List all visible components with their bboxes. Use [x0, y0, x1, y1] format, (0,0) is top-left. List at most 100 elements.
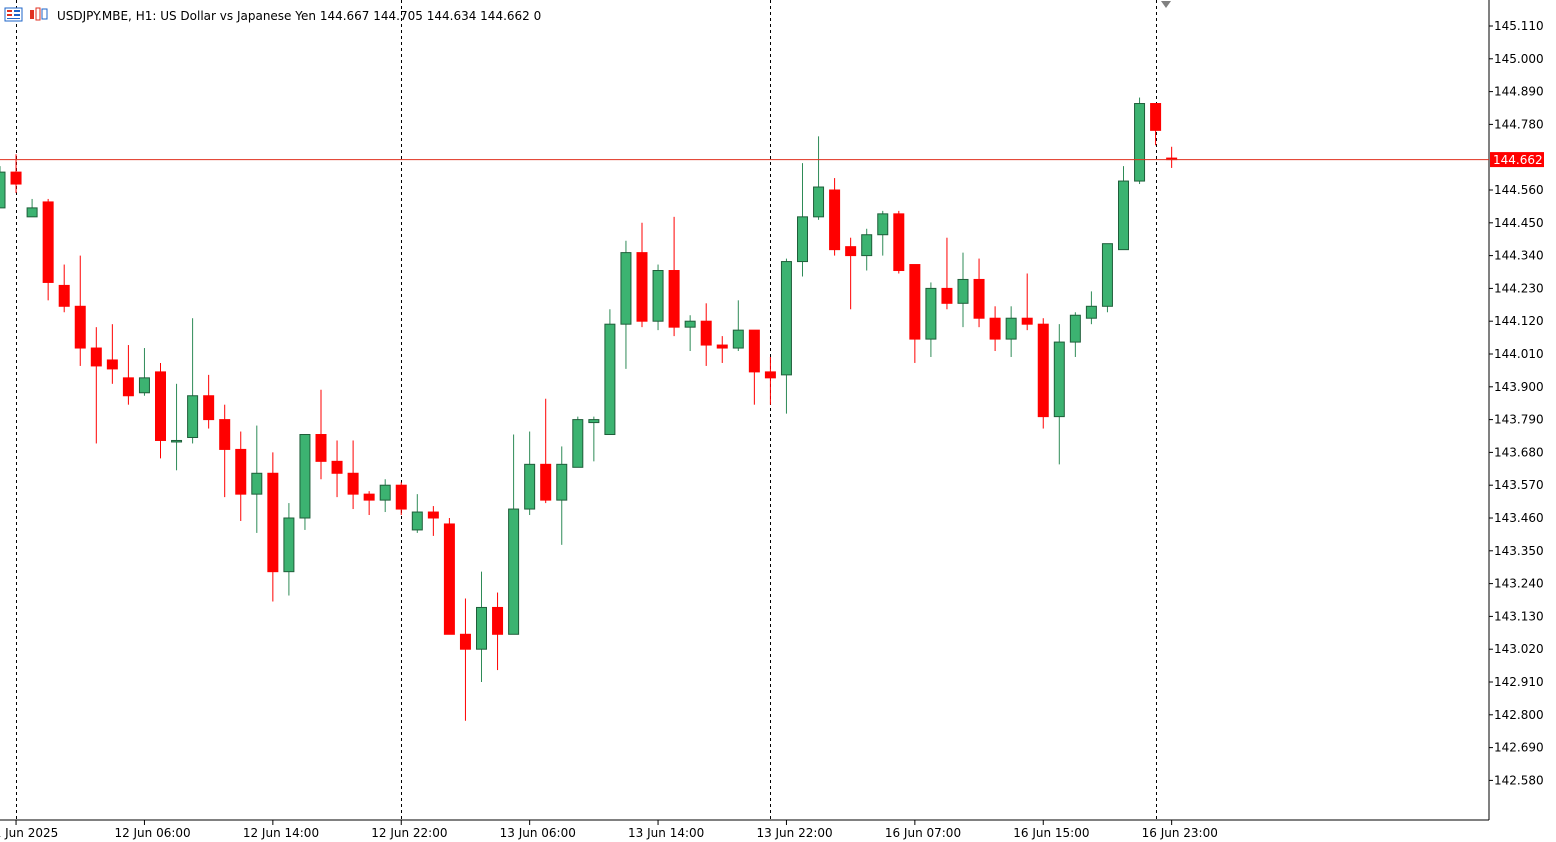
candle[interactable] — [508, 434, 520, 635]
candle[interactable] — [1134, 97, 1146, 185]
candle[interactable] — [861, 228, 873, 271]
candle[interactable] — [957, 252, 969, 328]
candle[interactable] — [106, 324, 118, 384]
candle-body — [363, 493, 375, 501]
candle[interactable] — [909, 264, 921, 363]
candle[interactable] — [347, 440, 359, 510]
candle[interactable] — [331, 440, 343, 498]
candle[interactable] — [877, 210, 889, 256]
candle[interactable] — [829, 178, 841, 256]
candle[interactable] — [459, 598, 471, 721]
candle-body — [588, 419, 600, 424]
candle[interactable] — [58, 264, 70, 313]
candle[interactable] — [492, 592, 504, 671]
candle[interactable] — [315, 389, 327, 480]
candle[interactable] — [1053, 324, 1065, 465]
candle[interactable] — [893, 210, 905, 274]
candle[interactable] — [171, 383, 183, 471]
candle[interactable] — [973, 258, 985, 328]
candle[interactable] — [155, 362, 166, 459]
candle[interactable] — [203, 374, 215, 429]
candle[interactable] — [138, 348, 150, 396]
candle[interactable] — [26, 198, 38, 218]
candle[interactable] — [540, 398, 552, 504]
candle[interactable] — [732, 300, 744, 352]
candle[interactable] — [443, 518, 455, 635]
candle[interactable] — [267, 452, 279, 602]
candle[interactable] — [363, 491, 375, 516]
candle[interactable] — [74, 255, 86, 366]
candle[interactable] — [1085, 291, 1097, 325]
candle[interactable] — [748, 329, 760, 405]
candle[interactable] — [797, 163, 808, 277]
candle[interactable] — [10, 154, 22, 193]
candle[interactable] — [283, 503, 295, 596]
candle[interactable] — [588, 416, 600, 462]
candle[interactable] — [636, 222, 648, 328]
candle[interactable] — [604, 309, 616, 436]
candle[interactable] — [700, 303, 712, 366]
candle-body — [1005, 317, 1017, 340]
candle[interactable] — [1118, 166, 1129, 251]
candle[interactable] — [1069, 312, 1081, 357]
candle-body — [797, 216, 808, 263]
candle-body — [845, 246, 857, 257]
candle[interactable] — [780, 258, 792, 414]
chart-shift-marker[interactable] — [1161, 1, 1171, 8]
candle-body — [187, 395, 199, 438]
y-tick-label: 144.120 — [1494, 314, 1544, 328]
candle-body — [668, 270, 680, 328]
candle[interactable] — [1166, 146, 1178, 168]
header-timeframe: H1: — [136, 9, 157, 23]
candle[interactable] — [379, 479, 391, 513]
candle[interactable] — [716, 336, 728, 363]
candle[interactable] — [1037, 318, 1049, 429]
candle[interactable] — [90, 327, 102, 444]
candle[interactable] — [1150, 103, 1162, 146]
candle[interactable] — [925, 282, 937, 357]
candle[interactable] — [42, 198, 54, 301]
candle[interactable] — [845, 237, 857, 310]
y-tick-label: 143.790 — [1494, 413, 1544, 427]
candle[interactable] — [652, 264, 664, 331]
candle[interactable] — [427, 506, 439, 536]
candle[interactable] — [235, 431, 247, 521]
candle[interactable] — [219, 404, 231, 498]
candle[interactable] — [1021, 273, 1033, 331]
y-tick-label: 144.450 — [1494, 216, 1544, 230]
candle[interactable] — [572, 416, 584, 468]
candle[interactable] — [411, 494, 423, 533]
candle[interactable] — [1101, 243, 1113, 313]
candle[interactable] — [395, 482, 407, 516]
candle[interactable] — [122, 345, 134, 405]
candle[interactable] — [299, 434, 311, 530]
candle-body — [1134, 103, 1146, 182]
candle[interactable] — [0, 166, 6, 209]
candle-body — [1021, 317, 1033, 325]
candle[interactable] — [989, 306, 1001, 352]
candle[interactable] — [187, 318, 199, 444]
candle[interactable] — [556, 446, 568, 545]
candle-body — [1053, 341, 1065, 418]
candle[interactable] — [941, 237, 953, 310]
candle-body — [893, 213, 905, 272]
candle[interactable] — [764, 356, 776, 405]
candle-body — [347, 472, 359, 495]
candle[interactable] — [1005, 306, 1017, 357]
x-tick-label: 12 Jun 06:00 — [114, 826, 190, 840]
candle[interactable] — [251, 425, 263, 533]
y-tick-label: 142.580 — [1494, 773, 1544, 787]
quick-trade-icon[interactable] — [4, 7, 23, 22]
candle[interactable] — [620, 240, 632, 369]
candle[interactable] — [684, 315, 696, 352]
candle[interactable] — [524, 431, 536, 516]
candle-body — [508, 508, 520, 635]
chart-type-icon[interactable] — [30, 7, 48, 21]
candle-body — [780, 261, 792, 376]
y-tick-label: 144.780 — [1494, 117, 1544, 131]
candle[interactable] — [813, 136, 825, 220]
candle[interactable] — [476, 571, 487, 682]
candle[interactable] — [668, 216, 680, 337]
